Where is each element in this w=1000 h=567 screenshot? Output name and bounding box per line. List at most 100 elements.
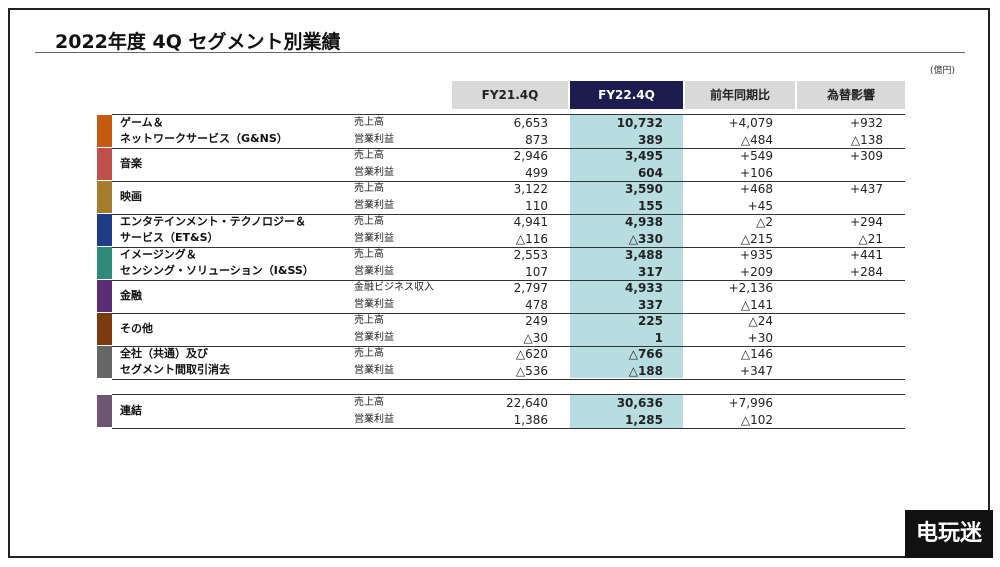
value-cell: 155 (637, 198, 663, 213)
value-cell: 2,553 (513, 248, 548, 262)
value-cell: 3,495 (625, 149, 663, 163)
value-cell: +437 (850, 182, 883, 196)
value-cell: +309 (850, 149, 883, 163)
row-separator (112, 114, 905, 115)
segment-color (97, 181, 112, 213)
metric-label: 営業利益 (354, 265, 394, 277)
value-cell: +284 (850, 264, 883, 279)
metric-label: 営業利益 (354, 298, 394, 310)
value-cell: △30 (523, 330, 549, 345)
segment-color (97, 313, 112, 345)
metric-label: 営業利益 (354, 199, 394, 211)
value-cell: 478 (525, 297, 548, 312)
metric-label: 営業利益 (354, 413, 394, 425)
unit: (億円) (930, 66, 956, 76)
value-cell: +441 (850, 248, 883, 262)
title: 2022年度 4Q セグメント別業績 (55, 31, 341, 53)
value-cell: 10,732 (616, 116, 663, 130)
segment-label: その他 (120, 322, 153, 335)
value-cell: △620 (515, 347, 548, 361)
value-cell: 249 (525, 314, 548, 328)
value-cell: 3,488 (625, 248, 663, 262)
metric-label: 売上高 (354, 183, 384, 194)
frame (8, 8, 990, 558)
metric-label: 売上高 (354, 397, 384, 408)
value-cell: +932 (850, 116, 883, 130)
metric-label: 営業利益 (354, 364, 394, 376)
value-cell: 30,636 (616, 396, 663, 410)
segment-color (97, 280, 112, 312)
value-cell: 107 (525, 264, 548, 279)
row-separator (112, 394, 905, 395)
segment-label: セグメント間取引消去 (120, 363, 230, 376)
value-cell: △102 (740, 412, 773, 427)
row-separator (112, 148, 905, 149)
value-cell: 4,941 (513, 215, 548, 229)
value-cell: △188 (628, 363, 663, 378)
segment-color (97, 395, 112, 427)
value-cell: +935 (740, 248, 773, 262)
value-cell: 225 (637, 314, 663, 328)
value-cell: 3,590 (625, 182, 663, 196)
metric-label: 売上高 (354, 150, 384, 161)
metric-label: 営業利益 (354, 232, 394, 244)
value-cell: △24 (748, 314, 774, 328)
row-separator (112, 214, 905, 215)
value-cell: △2 (756, 215, 773, 229)
value-cell: +106 (740, 165, 773, 180)
segment-label: ゲーム＆ (120, 116, 164, 129)
value-cell: △215 (740, 231, 773, 246)
value-cell: +468 (740, 182, 773, 196)
value-cell: 1 (654, 330, 663, 345)
metric-label: 売上高 (354, 315, 384, 326)
value-cell: +2,136 (728, 281, 773, 295)
value-cell: +294 (850, 215, 883, 229)
segment-label: センシング・ソリューション（I&SS） (120, 264, 314, 277)
segment-color (97, 148, 112, 180)
segment-color (97, 247, 112, 279)
column-header: FY22.4Q (570, 81, 683, 109)
row-separator (112, 346, 905, 347)
value-cell: 2,797 (513, 281, 548, 295)
highlight-column (570, 395, 683, 428)
title-rule (35, 52, 965, 53)
value-cell: △141 (740, 297, 773, 312)
column-header: 前年同期比 (685, 81, 795, 109)
value-cell: 4,933 (625, 281, 663, 295)
segment-color (97, 346, 112, 378)
value-cell: +45 (747, 198, 773, 213)
metric-label: 売上高 (354, 117, 384, 128)
value-cell: 22,640 (506, 396, 548, 410)
segment-label: サービス（ET&S） (120, 231, 219, 244)
segment-label: 音楽 (120, 157, 142, 170)
value-cell: 337 (637, 297, 663, 312)
value-cell: +4,079 (728, 116, 773, 130)
value-cell: 110 (525, 198, 548, 213)
value-cell: △116 (515, 231, 548, 246)
watermark: 电玩迷 (905, 510, 993, 558)
segment-label: 金融 (120, 289, 142, 302)
value-cell: 389 (637, 132, 663, 147)
metric-label: 金融ビジネス収入 (354, 282, 434, 293)
value-cell: △484 (740, 132, 773, 147)
metric-label: 売上高 (354, 348, 384, 359)
value-cell: △766 (628, 347, 663, 361)
metric-label: 営業利益 (354, 133, 394, 145)
value-cell: 499 (525, 165, 548, 180)
highlight-column (570, 115, 683, 378)
value-cell: +347 (740, 363, 773, 378)
value-cell: 6,653 (513, 116, 548, 130)
value-cell: 873 (525, 132, 548, 147)
segment-label: エンタテインメント・テクノロジー＆ (120, 215, 307, 228)
segment-label: 連結 (120, 404, 142, 417)
segment-label: ネットワークサービス（G&NS） (120, 132, 288, 145)
row-separator (112, 280, 905, 281)
value-cell: +549 (740, 149, 773, 163)
metric-label: 営業利益 (354, 331, 394, 343)
segment-label: 映画 (120, 190, 142, 203)
value-cell: 3,122 (513, 182, 548, 196)
value-cell: 1,285 (625, 412, 663, 427)
row-separator (112, 313, 905, 314)
value-cell: 317 (637, 264, 663, 279)
